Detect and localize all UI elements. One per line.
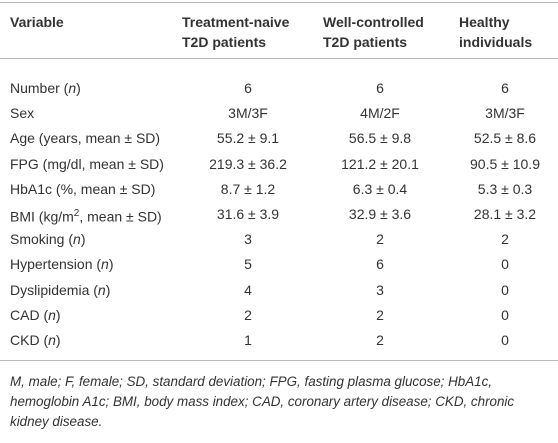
row-label: Hypertension (n)	[10, 255, 114, 273]
table-cell: 28.1 ± 3.2	[473, 206, 537, 222]
row-label: Number (n)	[10, 79, 81, 97]
label-part: n	[48, 332, 56, 348]
table-cell: 6	[376, 80, 384, 96]
table-cell: 0	[501, 256, 509, 273]
bottom-rule	[0, 360, 558, 361]
label-part: Smoking (	[10, 231, 74, 248]
table-cell: 2	[376, 332, 384, 348]
row-label: Dyslipidemia (n)	[10, 281, 110, 299]
table-cell: 31.6 ± 3.9	[216, 206, 280, 222]
label-part: Sex	[10, 105, 35, 122]
row-label: Sex	[10, 104, 34, 122]
label-part: n	[97, 281, 106, 298]
table-cell: 52.5 ± 8.6	[473, 130, 537, 147]
table-cell: 2	[244, 306, 252, 323]
row-label: Smoking (n)	[10, 230, 86, 248]
table-cell: 3M/3F	[228, 105, 268, 122]
table-cell: 55.2 ± 9.1	[216, 130, 280, 147]
label-part: n	[68, 80, 77, 96]
table-cell: 56.5 ± 9.8	[348, 130, 412, 147]
table-cell: 5.3 ± 0.3	[477, 180, 533, 197]
table-cell: 32.9 ± 3.6	[348, 206, 412, 222]
label-part: BMI (kg/m	[10, 208, 74, 225]
row-label: FPG (mg/dl, mean ± SD)	[10, 155, 164, 173]
label-part: )	[108, 256, 114, 273]
row-label: CKD (n)	[10, 331, 61, 349]
label-part: n	[48, 306, 56, 323]
label-part: FPG (mg/dl, mean ± SD)	[10, 155, 164, 172]
table-cell: 0	[501, 332, 509, 348]
label-part: )	[80, 231, 86, 248]
column-header: Well-controlled T2D patients	[323, 14, 424, 50]
label-part: n	[101, 256, 109, 273]
table-cell: 6	[376, 256, 384, 273]
label-part: n	[73, 231, 81, 248]
table-cell: 0	[501, 306, 509, 323]
row-label: HbA1c (%, mean ± SD)	[10, 180, 155, 198]
table-cell: 4	[244, 281, 252, 298]
table-cell: 6.3 ± 0.4	[352, 180, 408, 197]
table-cell: 3	[244, 231, 252, 248]
row-label: BMI (kg/m2, mean ± SD)	[10, 205, 162, 226]
row-label: Age (years, mean ± SD)	[10, 129, 160, 147]
table-cell: 2	[376, 231, 384, 248]
label-part: )	[55, 332, 61, 348]
label-part: )	[76, 80, 81, 96]
label-part: , mean ± SD)	[79, 208, 162, 225]
label-part: Number (	[10, 80, 69, 96]
label-part: Hypertension (	[10, 256, 102, 273]
table-cell: 6	[244, 80, 252, 96]
label-part: HbA1c (%, mean ± SD)	[10, 180, 156, 197]
table-cell: 4M/2F	[360, 105, 400, 122]
column-header: Variable	[10, 14, 64, 30]
table-cell: 219.3 ± 36.2	[209, 155, 287, 172]
row-label: CAD (n)	[10, 306, 61, 324]
table-cell: 8.7 ± 1.2	[220, 180, 276, 197]
table-cell: 2	[376, 306, 384, 323]
label-part: Dyslipidemia (	[10, 281, 98, 298]
column-header: Healthy individuals	[459, 14, 533, 50]
table-cell: 6	[501, 80, 509, 96]
table-cell: 0	[501, 281, 509, 298]
table-cell: 90.5 ± 10.9	[470, 155, 540, 172]
column-header: Treatment-naive T2D patients	[182, 14, 290, 50]
label-part: )	[55, 306, 61, 323]
table-cell: 121.2 ± 20.1	[341, 155, 419, 172]
label-part: 2	[73, 208, 80, 219]
header-rule	[0, 58, 558, 59]
table-cell: 1	[244, 332, 252, 348]
table-cell: 2	[501, 231, 509, 248]
table-cell: 3	[376, 281, 384, 298]
label-part: )	[105, 281, 111, 298]
label-part: CKD (	[10, 332, 49, 348]
label-part: CAD (	[10, 306, 49, 323]
footnote: M, male; F, female; SD, standard deviati…	[10, 374, 515, 429]
label-part: Age (years, mean ± SD)	[10, 130, 161, 147]
table-cell: 5	[244, 256, 252, 273]
top-rule	[0, 2, 558, 3]
table-cell: 3M/3F	[485, 105, 525, 122]
